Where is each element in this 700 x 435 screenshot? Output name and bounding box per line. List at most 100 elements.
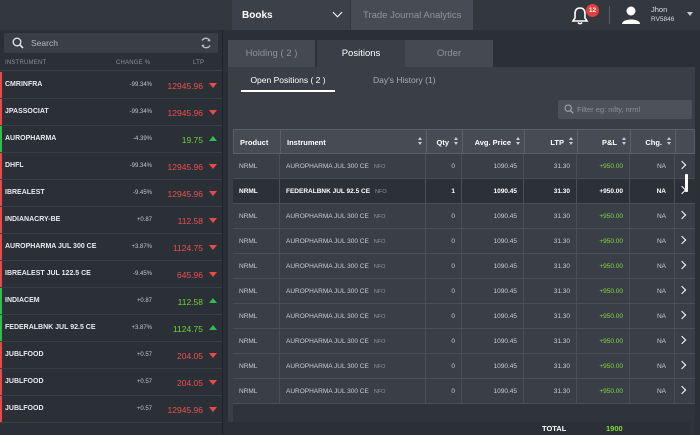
arrow-down-icon — [209, 164, 217, 169]
watchlist-row[interactable]: INDIACEM +0.87 112.58 — [0, 288, 222, 315]
cell-product: NRML — [233, 179, 280, 203]
user-avatar-icon[interactable] — [621, 5, 641, 25]
positions-panel: Holding ( 2 ) Positions Order Open Posit… — [223, 30, 700, 435]
table-row[interactable]: NRML AUROPHARMA JUL 300 CE NFO 0 1090.45 31.3… — [233, 229, 695, 254]
filter-placeholder: Filter eg: nifty, nrml — [577, 105, 641, 114]
watchlist-row[interactable]: FEDERALBNK JUL 92.5 CE +3.87% 1124.75 — [0, 315, 222, 342]
table-row[interactable]: NRML FEDERALBNK JUL 92.5 CE NFO 1 1090.45 31.… — [233, 179, 695, 204]
instrument-name: AUROPHARMA — [5, 135, 57, 142]
bell-icon[interactable] — [570, 6, 590, 26]
cell-chg: NA — [630, 304, 675, 328]
search-icon — [12, 37, 24, 49]
table-header: Product Instrument Qty Avg. Price LTP P&… — [233, 129, 695, 154]
change-percent: -4.39% — [132, 136, 152, 142]
chevron-right-icon[interactable] — [677, 310, 687, 320]
cell-instrument: FEDERALBNK JUL 92.5 CE NFO — [280, 179, 426, 203]
table-row[interactable]: NRML AUROPHARMA JUL 300 CE NFO 0 1090.45 31.3… — [233, 154, 695, 179]
table-row[interactable]: NRML AUROPHARMA JUL 300 CE NFO 0 1090.45 31.3… — [233, 379, 695, 404]
cell-avg: 1090.45 — [462, 354, 524, 378]
chevron-right-icon[interactable] — [677, 285, 687, 295]
cell-instrument: AUROPHARMA JUL 300 CE NFO — [280, 254, 426, 278]
th-chg[interactable]: Chg. — [631, 130, 676, 153]
th-instrument[interactable]: Instrument — [281, 130, 427, 153]
subtab-open-positions[interactable]: Open Positions ( 2 ) — [241, 71, 335, 92]
ltp-value: 12945.96 — [167, 188, 203, 199]
cell-product: NRML — [233, 304, 280, 328]
table-row[interactable]: NRML AUROPHARMA JUL 300 CE NFO 0 1090.45 31.3… — [233, 254, 695, 279]
search-icon — [564, 104, 574, 114]
table-row[interactable]: NRML AUROPHARMA JUL 300 CE NFO 0 1090.45 31.3… — [233, 354, 695, 379]
cell-product: NRML — [233, 329, 280, 353]
scrollbar-thumb[interactable] — [685, 174, 688, 192]
chevron-right-icon[interactable] — [677, 235, 687, 245]
books-dropdown[interactable]: Books — [232, 0, 350, 30]
trend-indicator — [0, 369, 2, 395]
chevron-right-icon[interactable] — [677, 335, 687, 345]
instrument-name: FEDERALBNK JUL 92.5 CE — [286, 188, 371, 195]
positions-table: Product Instrument Qty Avg. Price LTP P&… — [233, 129, 695, 435]
positions-content: Open Positions ( 2 ) Day's History (1) F… — [228, 67, 695, 435]
th-product[interactable]: Product — [234, 130, 281, 153]
cell-pnl: +950.00 — [577, 279, 630, 303]
instrument-name: AUROPHARMA JUL 300 CE — [5, 243, 97, 250]
search-box[interactable]: Search — [4, 33, 218, 53]
cell-chg: NA — [630, 254, 675, 278]
col-change[interactable]: CHANGE % — [116, 60, 151, 66]
cell-chg: NA — [630, 329, 675, 353]
chevron-right-icon[interactable] — [677, 360, 687, 370]
th-qty-label: Qty — [436, 138, 449, 147]
tab-positions[interactable]: Positions — [317, 40, 405, 67]
watchlist-row[interactable]: DHFL -99.34% 12945.96 — [0, 153, 222, 180]
caret-down-icon[interactable] — [687, 12, 693, 16]
chevron-right-icon[interactable] — [677, 210, 687, 220]
change-percent: +0.87 — [136, 298, 152, 304]
watchlist-row[interactable]: INDIANACRY-BE +0.87 112.58 — [0, 207, 222, 234]
refresh-icon[interactable] — [199, 36, 213, 50]
chevron-right-icon[interactable] — [677, 160, 687, 170]
cell-pnl: +950.00 — [577, 304, 630, 328]
th-pnl[interactable]: P&L — [578, 130, 631, 153]
col-ltp[interactable]: LTP — [193, 60, 205, 66]
th-qty[interactable]: Qty — [427, 130, 463, 153]
watchlist-row[interactable]: AUROPHARMA JUL 300 CE +3.87% 1124.75 — [0, 234, 222, 261]
watchlist-row[interactable]: IBREALEST JUL 122.5 CE -9.45% 645.96 — [0, 261, 222, 288]
exchange-tag: NFO — [373, 364, 386, 370]
notification-badge: 12 — [586, 4, 599, 17]
th-ltp[interactable]: LTP — [525, 130, 578, 153]
watchlist-row[interactable]: JUBLFOOD +0.57 12945.96 — [0, 396, 222, 423]
instrument-name: DHFL — [5, 162, 24, 169]
cell-ltp: 31.30 — [524, 229, 577, 253]
watchlist-row[interactable]: JUBLFOOD +0.57 204.05 — [0, 369, 222, 396]
th-avg-price[interactable]: Avg. Price — [463, 130, 525, 153]
chevron-right-icon[interactable] — [677, 260, 687, 270]
cell-instrument: AUROPHARMA JUL 300 CE NFO — [280, 379, 426, 403]
chevron-right-icon[interactable] — [677, 385, 687, 395]
table-row[interactable]: NRML AUROPHARMA JUL 300 CE NFO 0 1090.45 31.3… — [233, 304, 695, 329]
trade-journal-tab[interactable]: Trade Journal Analytics — [351, 0, 473, 30]
user-name[interactable]: Jhon — [651, 5, 668, 14]
sort-icon — [454, 137, 459, 146]
tab-order[interactable]: Order — [405, 40, 493, 67]
search-input[interactable]: Search — [31, 38, 58, 48]
watchlist-row[interactable]: AUROPHARMA -4.39% 19.75 — [0, 126, 222, 153]
sort-icon — [667, 137, 672, 146]
table-row[interactable]: NRML AUROPHARMA JUL 300 CE NFO 0 1090.45 31.3… — [233, 204, 695, 229]
cell-ltp: 31.30 — [524, 304, 577, 328]
watchlist-row[interactable]: JUBLFOOD +0.57 204.05 — [0, 342, 222, 369]
change-percent: -99.34% — [129, 109, 152, 115]
table-row[interactable]: NRML AUROPHARMA JUL 300 CE NFO 0 1090.45 31.3… — [233, 279, 695, 304]
cell-chg: NA — [630, 379, 675, 403]
watchlist-row[interactable]: IBREALEST -9.45% 12945.96 — [0, 180, 222, 207]
subtab-day-history[interactable]: Day's History (1) — [373, 75, 436, 85]
instrument-name: AUROPHARMA JUL 300 CE — [286, 213, 369, 220]
watchlist-row[interactable]: JPASSOCIAT -99.34% 12945.96 — [0, 99, 222, 126]
col-instrument[interactable]: INSTRUMENT — [5, 60, 47, 66]
cell-chg: NA — [630, 279, 675, 303]
instrument-name: IBREALEST — [5, 189, 45, 196]
trend-indicator — [0, 153, 2, 179]
watchlist-row[interactable]: CMRINFRA -99.34% 12945.96 — [0, 72, 222, 99]
cell-qty: 0 — [426, 254, 462, 278]
table-row[interactable]: NRML AUROPHARMA JUL 300 CE NFO 0 1090.45 31.3… — [233, 329, 695, 354]
filter-input[interactable]: Filter eg: nifty, nrml — [558, 100, 692, 119]
tab-holding[interactable]: Holding ( 2 ) — [228, 40, 315, 67]
